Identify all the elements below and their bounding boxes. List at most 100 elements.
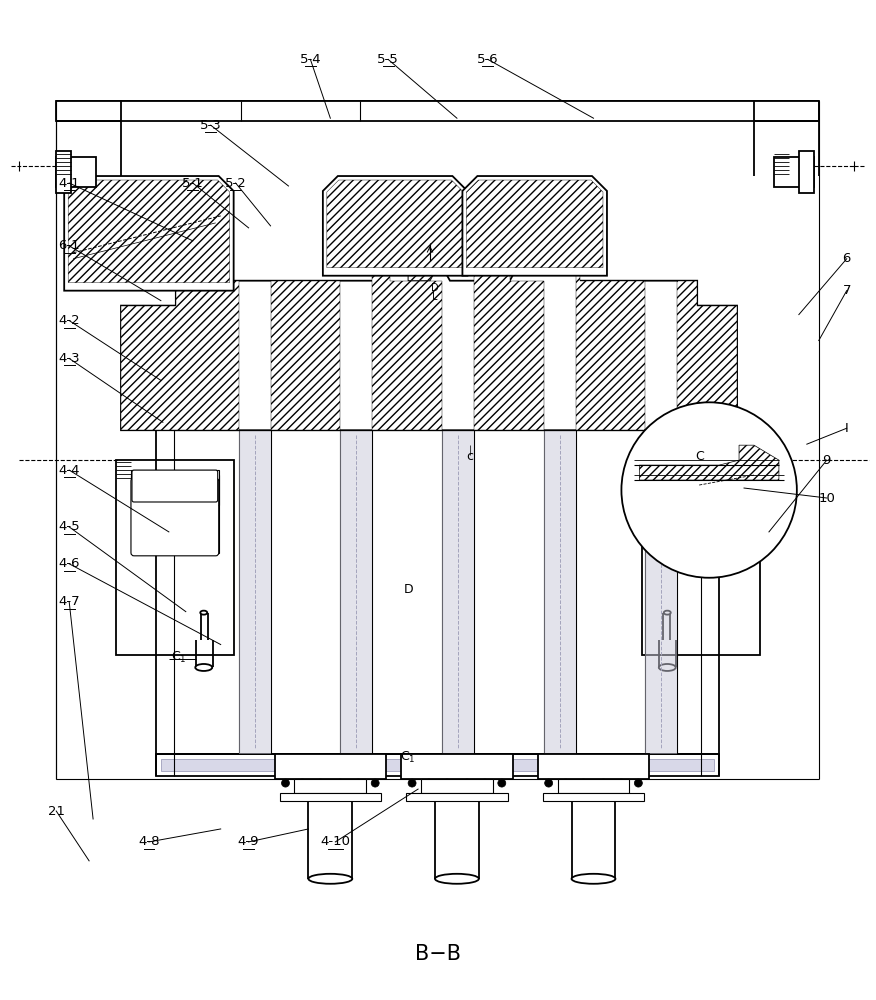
FancyBboxPatch shape (654, 478, 742, 556)
Text: 5-5: 5-5 (378, 53, 399, 66)
Polygon shape (408, 246, 440, 281)
Text: $\mathsf{C_1}$: $\mathsf{C_1}$ (400, 750, 416, 765)
Polygon shape (677, 281, 737, 430)
Ellipse shape (571, 874, 616, 884)
Text: 4-2: 4-2 (59, 314, 80, 327)
Text: C: C (695, 450, 703, 463)
Bar (56, 157, 96, 187)
Text: 9: 9 (823, 454, 831, 467)
Text: c: c (466, 450, 473, 463)
Circle shape (354, 779, 363, 787)
Polygon shape (463, 176, 607, 276)
Bar (401, 754, 512, 779)
Bar (131, 475, 219, 553)
Bar (279, 793, 381, 801)
Text: 10: 10 (818, 492, 835, 505)
Bar (421, 779, 493, 793)
Ellipse shape (195, 664, 212, 671)
Bar (340, 430, 372, 754)
FancyBboxPatch shape (655, 470, 741, 502)
Circle shape (498, 779, 505, 787)
Bar (406, 793, 508, 801)
Bar (294, 779, 366, 793)
Ellipse shape (659, 664, 675, 671)
Bar (774, 157, 814, 187)
Text: 5-1: 5-1 (182, 177, 203, 190)
Circle shape (299, 779, 307, 787)
Text: 5-2: 5-2 (225, 177, 246, 190)
Text: 4-3: 4-3 (59, 352, 80, 365)
Circle shape (443, 779, 451, 787)
Bar (116, 460, 234, 655)
Ellipse shape (308, 874, 352, 884)
Bar (56, 101, 819, 121)
Circle shape (371, 779, 379, 787)
Polygon shape (474, 263, 544, 430)
Text: L: L (432, 292, 438, 302)
Text: 4-9: 4-9 (238, 835, 259, 848)
Text: 5-4: 5-4 (300, 53, 321, 66)
Circle shape (463, 779, 471, 787)
Circle shape (336, 779, 344, 787)
Ellipse shape (664, 611, 671, 615)
Circle shape (481, 779, 489, 787)
Text: 21: 21 (47, 805, 65, 818)
Text: 4-1: 4-1 (59, 177, 80, 190)
Circle shape (281, 779, 289, 787)
Polygon shape (323, 176, 468, 276)
Polygon shape (639, 445, 779, 480)
Bar (138, 405, 737, 430)
Text: 5-3: 5-3 (200, 119, 222, 132)
Text: 4-4: 4-4 (59, 464, 80, 477)
Circle shape (621, 402, 797, 578)
Bar (538, 754, 649, 779)
Text: I: I (844, 422, 849, 435)
Bar (156, 754, 719, 776)
Bar (558, 779, 629, 793)
Bar (238, 430, 271, 754)
Text: 5-6: 5-6 (477, 53, 498, 66)
Circle shape (316, 779, 324, 787)
Circle shape (580, 779, 588, 787)
Circle shape (408, 779, 416, 787)
Bar (654, 475, 742, 553)
Text: 4-10: 4-10 (321, 835, 350, 848)
Polygon shape (68, 180, 230, 283)
Bar (56, 151, 71, 193)
Bar (654, 470, 742, 505)
Text: B−B: B−B (415, 944, 461, 964)
Bar (161, 759, 714, 771)
Circle shape (618, 779, 625, 787)
Polygon shape (327, 180, 463, 268)
Polygon shape (121, 263, 737, 430)
Bar (646, 430, 677, 754)
Text: 4-6: 4-6 (59, 557, 80, 570)
Ellipse shape (435, 874, 479, 884)
Text: 6-1: 6-1 (59, 239, 80, 252)
Polygon shape (372, 263, 442, 430)
Circle shape (562, 779, 569, 787)
Text: 6: 6 (843, 252, 851, 265)
Polygon shape (466, 180, 603, 268)
Text: D: D (431, 283, 439, 293)
Polygon shape (576, 263, 646, 430)
Bar (544, 430, 576, 754)
FancyBboxPatch shape (131, 478, 219, 556)
Ellipse shape (201, 611, 208, 615)
Bar (274, 754, 386, 779)
Bar (642, 460, 760, 655)
Circle shape (599, 779, 607, 787)
Circle shape (545, 779, 553, 787)
Bar (542, 793, 645, 801)
Circle shape (634, 779, 642, 787)
Text: 4-8: 4-8 (138, 835, 159, 848)
Bar (131, 470, 219, 505)
Bar (442, 430, 474, 754)
Bar (799, 151, 814, 193)
FancyBboxPatch shape (132, 470, 218, 502)
Circle shape (425, 779, 433, 787)
Text: 4-5: 4-5 (59, 520, 80, 533)
Text: 4-7: 4-7 (59, 595, 80, 608)
Polygon shape (64, 176, 234, 291)
Text: 7: 7 (843, 284, 851, 297)
